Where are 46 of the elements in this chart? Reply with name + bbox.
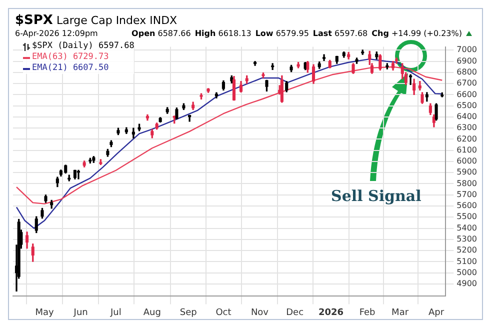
y-tick-label: 6600 (456, 90, 477, 99)
y-tick-label: 5800 (456, 178, 477, 188)
annotation: Sell Signal (331, 187, 422, 205)
x-tick-label: Sep (180, 308, 198, 318)
y-tick-label: 5000 (456, 268, 477, 277)
y-tick-label: 4900 (456, 279, 477, 288)
y-tick-label: 6300 (456, 123, 477, 132)
text: Chg +14.99 (+0.23%) (372, 29, 462, 38)
y-tick-label: 6200 (456, 134, 477, 144)
y-tick-label: 5700 (456, 190, 477, 199)
y-tick-label: 6100 (456, 145, 477, 154)
y-tick-label: 5400 (456, 223, 477, 232)
chart-title: $SPX (15, 13, 53, 28)
x-tick-label: Oct (216, 308, 232, 318)
y-tick-label: 6000 (456, 156, 477, 166)
x-tick-label: 2026 (318, 308, 344, 318)
text: Last 6597.68 (312, 29, 368, 38)
legend-label: $SPX (Daily) 6597.68 (32, 41, 134, 52)
y-tick-label: 6700 (456, 78, 477, 88)
chart-subtitle: Large Cap Index INDX (56, 14, 178, 27)
x-tick-label: Jul (109, 308, 122, 318)
text: High 6618.13 (194, 29, 252, 38)
text: Low 6579.95 (255, 29, 309, 38)
text: 6-Apr-2026 12:09pm (15, 29, 98, 38)
y-tick-label: 6800 (456, 67, 477, 76)
y-tick-label: 6500 (456, 100, 477, 110)
legend-label: EMA(63) 6729.73 (32, 52, 109, 63)
text: Open 6587.66 (132, 29, 191, 38)
x-tick-label: Feb (359, 308, 376, 318)
x-tick-label: Jun (72, 308, 88, 318)
y-tick-label: 5300 (456, 234, 477, 244)
x-tick-label: Mar (392, 308, 409, 318)
y-tick-label: 6400 (456, 112, 477, 122)
y-tick-label: 5500 (456, 212, 477, 222)
y-tick-label: 7000 (456, 45, 477, 54)
y-tick-label: 5900 (456, 168, 477, 177)
y-tick-label: 5100 (456, 256, 477, 266)
y-tick-label: 6900 (456, 56, 477, 66)
x-tick-label: Nov (250, 308, 270, 318)
y-tick-label: 5200 (456, 246, 477, 255)
x-tick-label: May (35, 308, 55, 318)
x-tick-label: Aug (143, 308, 161, 318)
y-tick-label: 5600 (456, 201, 477, 210)
legend-label: EMA(21) 6607.50 (32, 63, 109, 74)
x-tick-label: Dec (286, 308, 304, 318)
x-tick-label: Apr (428, 308, 444, 318)
